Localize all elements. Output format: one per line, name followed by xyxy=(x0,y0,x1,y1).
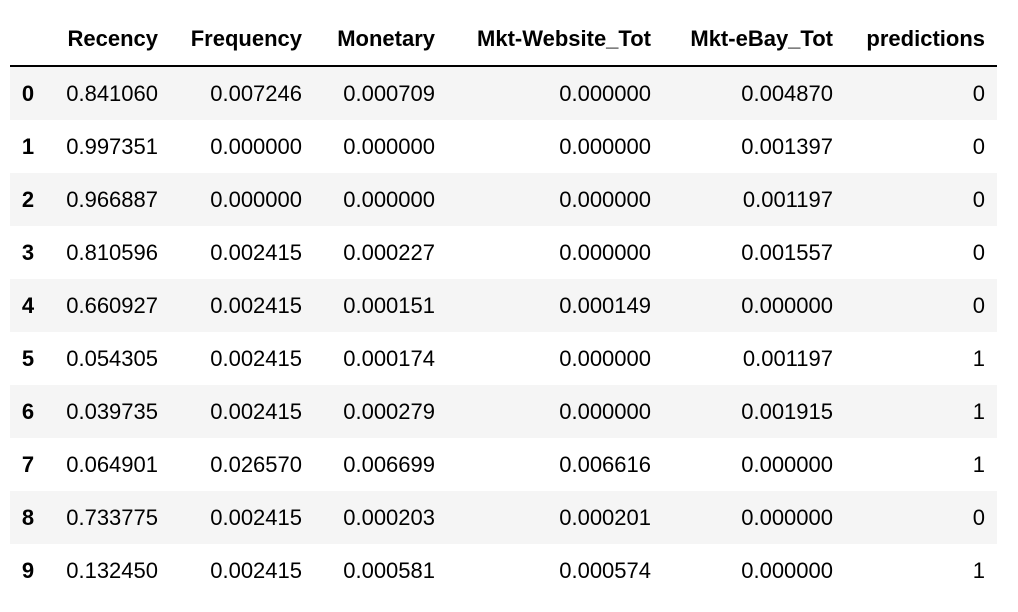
row-index: 9 xyxy=(21,557,35,583)
header-frequency: Frequency xyxy=(170,12,314,67)
cell-monetary: 0.000227 xyxy=(343,239,435,265)
row-index: 7 xyxy=(21,451,35,477)
cell-frequency: 0.002415 xyxy=(210,398,302,424)
table-row: 5 0.054305 0.002415 0.000174 0.000000 0.… xyxy=(10,332,997,385)
row-index: 2 xyxy=(21,186,35,212)
cell-predictions: 1 xyxy=(972,451,985,477)
cell-recency: 0.660927 xyxy=(66,292,158,318)
cell-frequency: 0.002415 xyxy=(210,239,302,265)
header-mkt-website-tot: Mkt-Website_Tot xyxy=(447,12,663,67)
table-row: 6 0.039735 0.002415 0.000279 0.000000 0.… xyxy=(10,385,997,438)
cell-mkt-website-tot: 0.000000 xyxy=(559,345,651,371)
cell-predictions: 1 xyxy=(972,557,985,583)
cell-frequency: 0.002415 xyxy=(210,345,302,371)
header-index xyxy=(10,12,46,67)
cell-mkt-website-tot: 0.000000 xyxy=(559,398,651,424)
cell-recency: 0.132450 xyxy=(66,557,158,583)
table-row: 7 0.064901 0.026570 0.006699 0.006616 0.… xyxy=(10,438,997,491)
cell-mkt-ebay-tot: 0.000000 xyxy=(741,451,833,477)
cell-mkt-ebay-tot: 0.000000 xyxy=(741,557,833,583)
row-index: 8 xyxy=(21,504,35,530)
cell-mkt-website-tot: 0.000000 xyxy=(559,186,651,212)
cell-mkt-ebay-tot: 0.004870 xyxy=(741,80,833,106)
cell-mkt-website-tot: 0.000149 xyxy=(559,292,651,318)
table-header: Recency Frequency Monetary Mkt-Website_T… xyxy=(10,12,997,67)
row-index: 0 xyxy=(21,80,35,106)
header-mkt-ebay-tot: Mkt-eBay_Tot xyxy=(663,12,845,67)
table-row: 3 0.810596 0.002415 0.000227 0.000000 0.… xyxy=(10,226,997,279)
cell-predictions: 0 xyxy=(972,292,985,318)
cell-monetary: 0.000174 xyxy=(343,345,435,371)
cell-predictions: 0 xyxy=(972,80,985,106)
cell-mkt-website-tot: 0.000574 xyxy=(559,557,651,583)
header-recency: Recency xyxy=(46,12,170,67)
cell-predictions: 1 xyxy=(972,345,985,371)
cell-predictions: 0 xyxy=(972,504,985,530)
cell-recency: 0.064901 xyxy=(66,451,158,477)
cell-monetary: 0.006699 xyxy=(343,451,435,477)
table-row: 1 0.997351 0.000000 0.000000 0.000000 0.… xyxy=(10,120,997,173)
cell-recency: 0.733775 xyxy=(66,504,158,530)
cell-recency: 0.039735 xyxy=(66,398,158,424)
row-index: 3 xyxy=(21,239,35,265)
cell-recency: 0.841060 xyxy=(66,80,158,106)
cell-mkt-ebay-tot: 0.001197 xyxy=(742,345,833,371)
cell-recency: 0.997351 xyxy=(66,133,158,159)
cell-predictions: 0 xyxy=(972,133,985,159)
cell-monetary: 0.000000 xyxy=(343,133,435,159)
cell-frequency: 0.000000 xyxy=(210,186,302,212)
cell-predictions: 0 xyxy=(972,239,985,265)
row-index: 4 xyxy=(21,292,35,318)
cell-recency: 0.810596 xyxy=(66,239,158,265)
cell-mkt-website-tot: 0.006616 xyxy=(559,451,651,477)
cell-frequency: 0.002415 xyxy=(210,292,302,318)
header-predictions: predictions xyxy=(845,12,997,67)
cell-frequency: 0.007246 xyxy=(210,80,302,106)
table-row: 2 0.966887 0.000000 0.000000 0.000000 0.… xyxy=(10,173,997,226)
row-index: 5 xyxy=(21,345,35,371)
cell-recency: 0.966887 xyxy=(66,186,158,212)
cell-mkt-ebay-tot: 0.001557 xyxy=(741,239,833,265)
cell-frequency: 0.000000 xyxy=(210,133,302,159)
row-index: 1 xyxy=(21,133,35,159)
table-row: 4 0.660927 0.002415 0.000151 0.000149 0.… xyxy=(10,279,997,332)
header-row: Recency Frequency Monetary Mkt-Website_T… xyxy=(10,12,997,67)
cell-mkt-website-tot: 0.000000 xyxy=(559,133,651,159)
cell-frequency: 0.026570 xyxy=(210,451,302,477)
cell-recency: 0.054305 xyxy=(66,345,158,371)
cell-monetary: 0.000151 xyxy=(343,292,435,318)
dataframe-output: Recency Frequency Monetary Mkt-Website_T… xyxy=(10,12,997,597)
cell-monetary: 0.000709 xyxy=(343,80,435,106)
table-body: 0 0.841060 0.007246 0.000709 0.000000 0.… xyxy=(10,66,997,597)
table-row: 9 0.132450 0.002415 0.000581 0.000574 0.… xyxy=(10,544,997,597)
cell-mkt-website-tot: 0.000201 xyxy=(559,504,651,530)
cell-frequency: 0.002415 xyxy=(210,557,302,583)
cell-mkt-ebay-tot: 0.000000 xyxy=(741,292,833,318)
table-row: 8 0.733775 0.002415 0.000203 0.000201 0.… xyxy=(10,491,997,544)
dataframe-table: Recency Frequency Monetary Mkt-Website_T… xyxy=(10,12,997,597)
cell-mkt-ebay-tot: 0.000000 xyxy=(741,504,833,530)
cell-predictions: 1 xyxy=(972,398,985,424)
cell-mkt-website-tot: 0.000000 xyxy=(559,80,651,106)
cell-mkt-ebay-tot: 0.001397 xyxy=(741,133,833,159)
header-monetary: Monetary xyxy=(314,12,447,67)
cell-predictions: 0 xyxy=(972,186,985,212)
cell-mkt-ebay-tot: 0.001915 xyxy=(741,398,833,424)
cell-monetary: 0.000203 xyxy=(343,504,435,530)
cell-mkt-website-tot: 0.000000 xyxy=(559,239,651,265)
cell-frequency: 0.002415 xyxy=(210,504,302,530)
cell-mkt-ebay-tot: 0.001197 xyxy=(742,186,833,212)
row-index: 6 xyxy=(21,398,35,424)
cell-monetary: 0.000000 xyxy=(343,186,435,212)
cell-monetary: 0.000279 xyxy=(343,398,435,424)
cell-monetary: 0.000581 xyxy=(343,557,435,583)
table-row: 0 0.841060 0.007246 0.000709 0.000000 0.… xyxy=(10,66,997,120)
